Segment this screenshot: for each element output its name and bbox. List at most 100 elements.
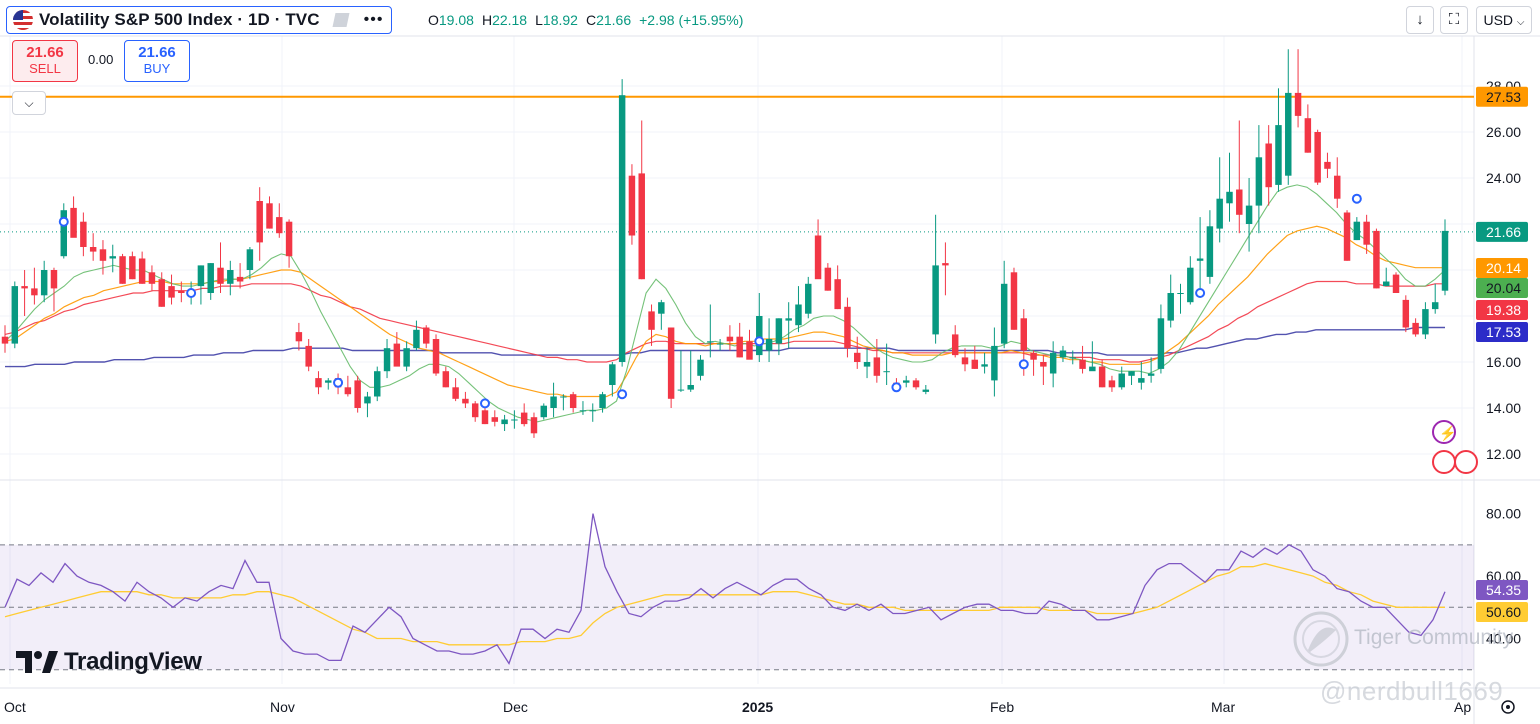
- more-options-icon[interactable]: •••: [363, 11, 384, 28]
- candle-body: [1089, 366, 1096, 372]
- download-button[interactable]: ↓: [1406, 6, 1434, 34]
- candle-body: [168, 286, 175, 298]
- candle-body: [197, 265, 205, 287]
- last-price-tag-bg: [1476, 221, 1528, 242]
- ma-price-tag: 20.04: [1486, 280, 1521, 296]
- candle-body: [403, 348, 410, 367]
- candle-body: [746, 341, 753, 360]
- candle-body: [1079, 359, 1086, 369]
- rsi-ma-tag-bg: [1476, 602, 1528, 622]
- buy-label: BUY: [143, 61, 171, 76]
- candle-body: [638, 173, 645, 280]
- ohlc-legend: O19.08 H22.18 L18.92 C21.66 +2.98 (+15.9…: [428, 12, 743, 28]
- candle-body: [1441, 230, 1449, 291]
- candle-body: [854, 352, 861, 362]
- ohlc-close: C21.66: [585, 12, 632, 28]
- candle-body: [1187, 267, 1194, 303]
- candle-body: [765, 339, 773, 351]
- candle-body: [1069, 357, 1076, 359]
- candle-body: [971, 359, 979, 369]
- candle-body: [501, 419, 508, 425]
- level-price-tag-bg: [1476, 86, 1528, 107]
- candle-body: [844, 306, 851, 349]
- candle-body: [119, 256, 126, 284]
- candle-body: [442, 371, 450, 388]
- candle-body: [1412, 322, 1419, 335]
- time-axis-label: Feb: [990, 699, 1014, 715]
- candle-body: [1059, 350, 1067, 358]
- time-axis-label: Dec: [503, 699, 528, 715]
- signal-marker-icon: [58, 216, 69, 227]
- signal-marker-icon: [333, 377, 344, 388]
- candle-body: [422, 327, 430, 344]
- ma-price-tag: 17.53: [1486, 324, 1521, 340]
- candle-body: [432, 339, 440, 374]
- candle-body: [285, 221, 293, 257]
- candle-body: [814, 235, 822, 280]
- candle-body: [579, 410, 587, 412]
- fullscreen-button[interactable]: ⛶: [1440, 6, 1468, 34]
- candle-body: [1049, 352, 1057, 374]
- us-flag-icon: [13, 10, 33, 30]
- candle-body: [667, 327, 675, 399]
- candle-body: [344, 387, 352, 395]
- symbol-header[interactable]: Volatility S&P 500 Index · 1D · TVC •••: [6, 6, 393, 34]
- lightning-glyph: ⚡: [1439, 425, 1456, 442]
- signal-marker-icon: [1018, 359, 1029, 370]
- candle-body: [628, 175, 636, 236]
- candle-body: [217, 267, 224, 284]
- price-tick-label: 14.00: [1486, 400, 1521, 416]
- candle-body: [256, 201, 263, 243]
- price-tick-label: 16.00: [1486, 354, 1521, 370]
- candle-body: [1422, 309, 1429, 335]
- watermark-handle: @nerdbull1669: [1320, 676, 1504, 706]
- collapse-button[interactable]: ⌵: [12, 91, 46, 115]
- settings-gear-icon[interactable]: [1501, 700, 1515, 714]
- candle-body: [393, 343, 401, 367]
- candle-body: [609, 364, 616, 385]
- candle-body: [21, 286, 28, 289]
- candle-body: [40, 270, 48, 296]
- candle-body: [1382, 281, 1390, 287]
- currency-selector[interactable]: USD ⌵: [1476, 6, 1532, 34]
- candle-body: [374, 371, 381, 397]
- ma-price-tag-bg: [1476, 300, 1528, 320]
- buy-button[interactable]: 21.66 BUY: [124, 40, 190, 82]
- candle-body: [981, 364, 988, 367]
- signal-marker-icon: [891, 382, 902, 393]
- price-tick-label: 12.00: [1486, 446, 1521, 462]
- tradingview-logo: TradingView: [16, 648, 202, 676]
- candle-body: [1138, 378, 1145, 383]
- candle-body: [873, 357, 881, 376]
- candle-body: [1392, 274, 1400, 293]
- chevron-down-icon: ⌵: [24, 96, 34, 110]
- candle-body: [1167, 293, 1174, 321]
- candle-body: [805, 283, 812, 314]
- sell-label: SELL: [29, 61, 61, 76]
- rsi-tick-label: 80.00: [1486, 506, 1521, 522]
- candle-body: [540, 405, 548, 418]
- candle-body: [364, 396, 371, 404]
- candle-body: [902, 380, 910, 383]
- candle-body: [266, 203, 273, 229]
- price-tick-label: 26.00: [1486, 124, 1521, 140]
- ma-fast-line: [4, 184, 1446, 423]
- candle-body: [295, 332, 303, 342]
- candle-body: [687, 385, 694, 390]
- candle-body: [834, 279, 841, 310]
- candle-body: [1196, 258, 1204, 261]
- candle-body: [922, 389, 930, 392]
- ma-price-tag-bg: [1476, 278, 1528, 298]
- candle-body: [560, 396, 567, 398]
- candle-body: [462, 398, 469, 404]
- color-swatch-icon[interactable]: [332, 13, 350, 27]
- candle-body: [1402, 299, 1410, 328]
- candle-body: [491, 417, 499, 422]
- arrow-down-icon: ↓: [1416, 11, 1424, 28]
- sell-button[interactable]: 21.66 SELL: [12, 40, 78, 82]
- candle-body: [158, 279, 165, 307]
- time-axis-label: Nov: [270, 699, 295, 715]
- us-event-icon: [1454, 450, 1478, 474]
- ma-price-tag: 19.38: [1486, 302, 1521, 318]
